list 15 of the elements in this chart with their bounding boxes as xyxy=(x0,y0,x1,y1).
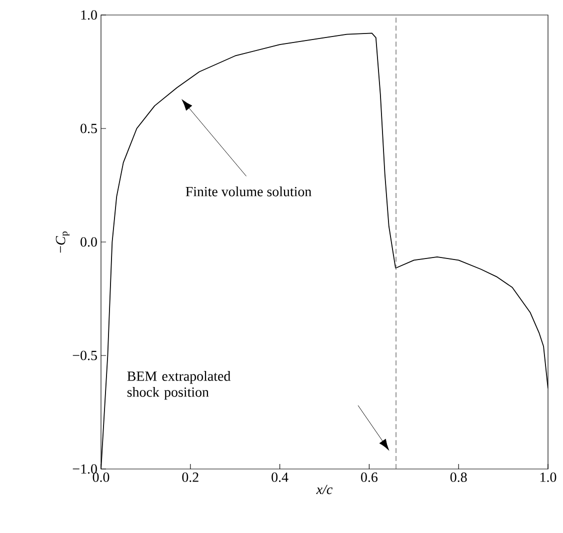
x-tick-label: 0.4 xyxy=(272,472,288,482)
x-tick-label: 0.6 xyxy=(361,472,378,482)
x-tick-label: 0.0 xyxy=(92,472,110,482)
x-tick-label: 0.2 xyxy=(182,472,198,482)
annotation: BEM extrapolated shock position xyxy=(127,371,231,400)
y-tick-label: −0.5 xyxy=(72,350,97,360)
annotation: Finite volume solution xyxy=(186,186,312,196)
x-tick-label: 0.8 xyxy=(450,472,467,482)
x-tick-label: 1.0 xyxy=(540,472,556,482)
y-tick-label: 1.0 xyxy=(81,10,97,20)
x-axis-title: x/c xyxy=(316,484,332,494)
y-tick-label: 0.0 xyxy=(80,237,97,247)
y-tick-label: −1.0 xyxy=(72,464,97,474)
y-axis-title: −C$_{p}$ xyxy=(56,232,70,253)
y-tick-label: 0.5 xyxy=(80,124,97,134)
